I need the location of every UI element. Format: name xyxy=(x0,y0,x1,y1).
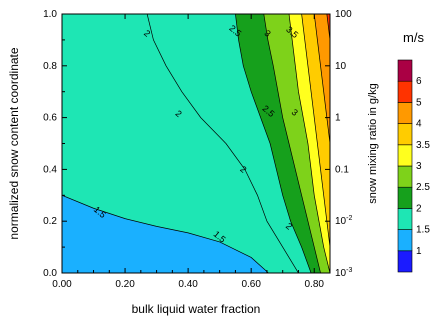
y2-tick-label: 10 xyxy=(335,61,347,72)
y2-tick-label: 10-3 xyxy=(335,267,352,279)
x-axis-label: bulk liquid water fraction xyxy=(132,302,261,316)
y2-tick-label: 10-2 xyxy=(335,215,352,227)
colorbar-label: 1.5 xyxy=(416,225,430,236)
x-tick-label: 0.00 xyxy=(52,279,72,290)
x-tick-label: 0.80 xyxy=(305,279,325,290)
colorbar-swatch xyxy=(397,102,413,124)
colorbar-label: 5 xyxy=(416,97,422,108)
y-tick-label: 0.0 xyxy=(43,268,57,279)
y-tick-label: 1.0 xyxy=(43,9,57,20)
y2-tick-base: 10 xyxy=(335,61,347,72)
colorbar-swatch xyxy=(397,59,413,82)
y2-axis-label: snow mixing ratio in g/kg xyxy=(367,83,379,203)
contour-label: 3 xyxy=(262,28,272,39)
region-1-1.5 xyxy=(61,194,270,274)
colorbar-title: m/s xyxy=(403,30,424,45)
x-tick-label: 0.40 xyxy=(178,279,198,290)
y2-tick-base: 10 xyxy=(335,268,347,279)
contour-label: 2 xyxy=(238,164,248,175)
colorbar-label: 6 xyxy=(416,76,422,87)
colorbar-swatch xyxy=(397,250,413,273)
contour-label: 2 xyxy=(174,108,184,119)
contour-label: 2 xyxy=(142,28,152,39)
colorbar-swatch xyxy=(397,165,413,188)
colorbar-swatch xyxy=(397,186,413,209)
contour-fills xyxy=(61,13,331,274)
colorbar-label: 4 xyxy=(416,119,422,130)
colorbar-swatch xyxy=(397,144,413,167)
x-axis: 0.00 0.20 0.40 0.60 0.80 xyxy=(52,14,324,290)
y-axis: 0.0 0.2 0.4 0.6 0.8 1.0 xyxy=(43,9,67,279)
colorbar-swatch xyxy=(397,208,413,230)
x-tick-label: 0.20 xyxy=(115,279,135,290)
colorbar-label: 3.5 xyxy=(416,140,430,151)
contour-label: 2 xyxy=(284,221,294,232)
y2-tick-exponent: -2 xyxy=(346,215,352,222)
colorbar-label: 2 xyxy=(416,203,422,214)
y2-tick-label: 0.1 xyxy=(335,164,349,175)
x-tick-label: 0.60 xyxy=(241,279,261,290)
y2-tick-base: 1 xyxy=(335,113,341,124)
colorbar-label: 2.5 xyxy=(416,182,430,193)
colorbar: 1 1.5 2 2.5 3 3.5 4 5 6 xyxy=(397,59,430,273)
y2-tick-label: 1 xyxy=(335,113,341,124)
y2-tick-label: 100 xyxy=(335,9,352,20)
colorbar-label: 3 xyxy=(416,161,422,172)
y-axis-label: normalized snow content coordinate xyxy=(7,47,21,239)
y-tick-label: 0.2 xyxy=(43,216,57,227)
colorbar-swatch xyxy=(397,123,413,146)
y2-tick-base: 10 xyxy=(335,216,347,227)
contour-label: 3 xyxy=(290,107,300,118)
y-tick-label: 0.8 xyxy=(43,61,57,72)
colorbar-label: 1 xyxy=(416,246,422,257)
y2-tick-base: 100 xyxy=(335,9,352,20)
y-tick-label: 0.4 xyxy=(43,164,57,175)
colorbar-swatch xyxy=(397,229,413,252)
y-tick-label: 0.6 xyxy=(43,113,57,124)
y2-tick-base: 0.1 xyxy=(335,164,349,175)
colorbar-swatch xyxy=(397,80,413,103)
y2-tick-exponent: -3 xyxy=(346,267,352,274)
